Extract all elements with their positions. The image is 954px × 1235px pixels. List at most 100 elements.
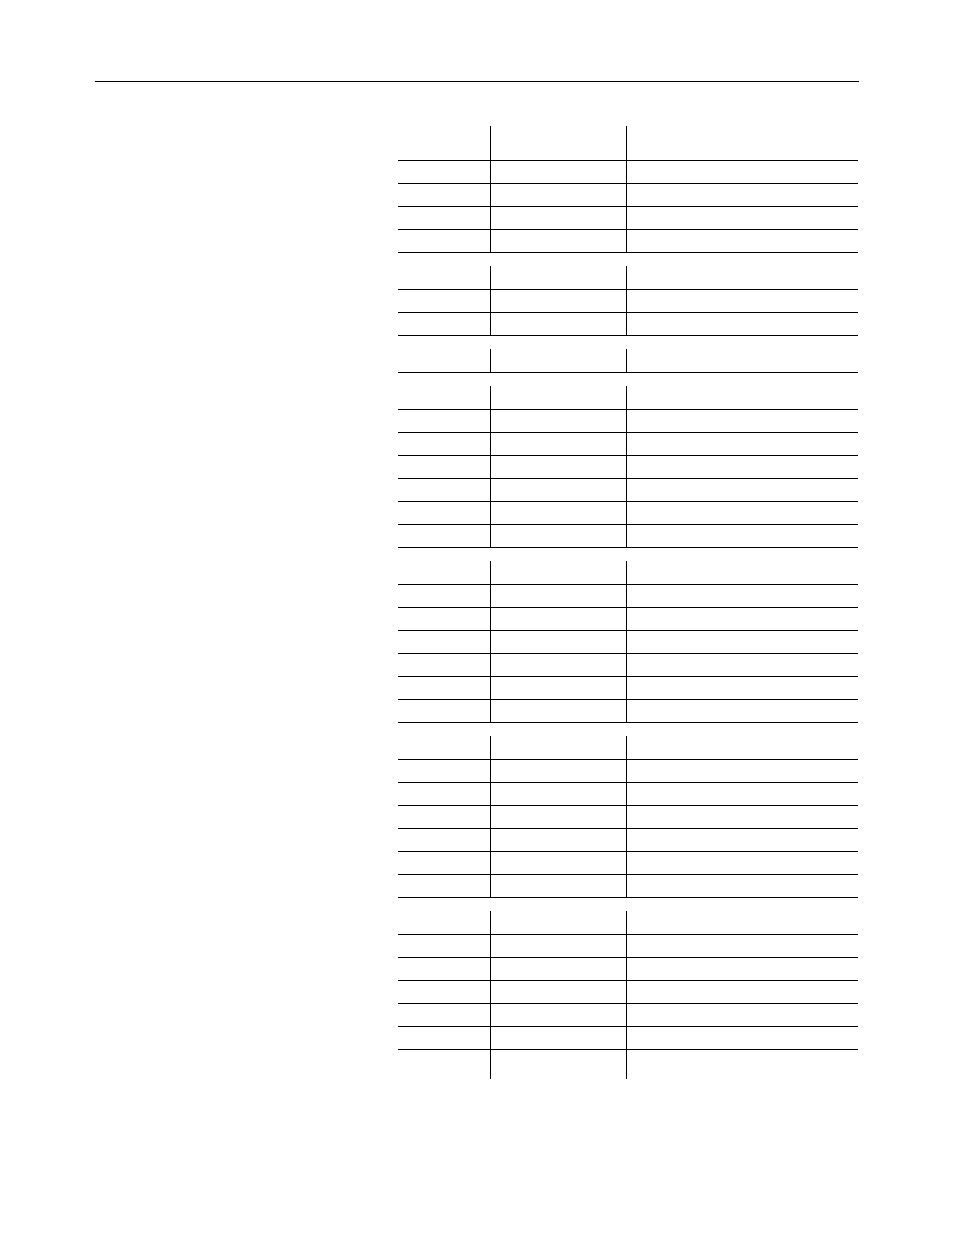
cell xyxy=(490,561,626,584)
cell xyxy=(398,1003,490,1026)
cell xyxy=(490,126,626,160)
cell xyxy=(398,584,490,607)
cell xyxy=(398,851,490,874)
table-row xyxy=(398,980,858,1003)
cell xyxy=(398,206,490,229)
cell xyxy=(490,607,626,630)
cell xyxy=(490,183,626,206)
cell xyxy=(398,828,490,851)
table-row xyxy=(398,759,858,782)
cell xyxy=(490,630,626,653)
cell xyxy=(398,980,490,1003)
cell xyxy=(626,501,858,524)
cell xyxy=(626,289,858,312)
cell xyxy=(398,372,858,386)
table-row xyxy=(398,736,858,759)
cell xyxy=(626,934,858,957)
cell xyxy=(398,501,490,524)
table-row xyxy=(398,828,858,851)
table-row xyxy=(398,851,858,874)
cell xyxy=(626,561,858,584)
cell xyxy=(398,478,490,501)
cell xyxy=(626,1026,858,1049)
cell xyxy=(398,897,858,911)
cell xyxy=(490,289,626,312)
table-row xyxy=(398,478,858,501)
table-body xyxy=(398,126,858,1079)
cell xyxy=(490,1003,626,1026)
cell xyxy=(626,206,858,229)
cell xyxy=(398,805,490,828)
cell xyxy=(398,736,490,759)
cell xyxy=(626,911,858,934)
cell xyxy=(626,478,858,501)
cell xyxy=(398,607,490,630)
cell xyxy=(398,349,490,372)
cell xyxy=(490,736,626,759)
cell xyxy=(490,160,626,183)
cell xyxy=(626,805,858,828)
cell xyxy=(490,1026,626,1049)
cell xyxy=(490,828,626,851)
cell xyxy=(626,828,858,851)
cell xyxy=(626,349,858,372)
cell xyxy=(490,911,626,934)
cell xyxy=(490,653,626,676)
cell xyxy=(398,183,490,206)
cell xyxy=(626,160,858,183)
cell xyxy=(398,722,858,736)
cell xyxy=(626,455,858,478)
cell xyxy=(398,312,490,335)
group-separator xyxy=(398,722,858,736)
cell xyxy=(398,160,490,183)
cell xyxy=(490,805,626,828)
table-row xyxy=(398,206,858,229)
cell xyxy=(398,699,490,722)
cell xyxy=(490,851,626,874)
cell xyxy=(626,266,858,289)
table-row xyxy=(398,676,858,699)
cell xyxy=(398,957,490,980)
cell xyxy=(626,782,858,805)
cell xyxy=(398,289,490,312)
cell xyxy=(626,607,858,630)
cell xyxy=(626,229,858,252)
table-row xyxy=(398,874,858,897)
cell xyxy=(626,676,858,699)
table-row xyxy=(398,699,858,722)
cell xyxy=(626,699,858,722)
cell xyxy=(626,409,858,432)
cell xyxy=(626,432,858,455)
table-row xyxy=(398,289,858,312)
cell xyxy=(626,980,858,1003)
cell xyxy=(626,874,858,897)
cell xyxy=(398,561,490,584)
cell xyxy=(398,1049,490,1079)
table-row xyxy=(398,957,858,980)
cell xyxy=(490,206,626,229)
table-row xyxy=(398,782,858,805)
cell xyxy=(398,1026,490,1049)
cell xyxy=(398,409,490,432)
cell xyxy=(626,759,858,782)
cell xyxy=(398,547,858,561)
table-row xyxy=(398,1003,858,1026)
cell xyxy=(398,934,490,957)
table-row xyxy=(398,607,858,630)
data-table xyxy=(398,126,858,1079)
cell xyxy=(490,1049,626,1079)
cell xyxy=(490,432,626,455)
table-row xyxy=(398,911,858,934)
table-row xyxy=(398,561,858,584)
cell xyxy=(626,653,858,676)
cell xyxy=(490,584,626,607)
table-row xyxy=(398,386,858,409)
cell xyxy=(490,409,626,432)
group-separator xyxy=(398,547,858,561)
cell xyxy=(490,957,626,980)
table-row xyxy=(398,160,858,183)
cell xyxy=(490,349,626,372)
cell xyxy=(490,312,626,335)
cell xyxy=(398,676,490,699)
table-row xyxy=(398,524,858,547)
